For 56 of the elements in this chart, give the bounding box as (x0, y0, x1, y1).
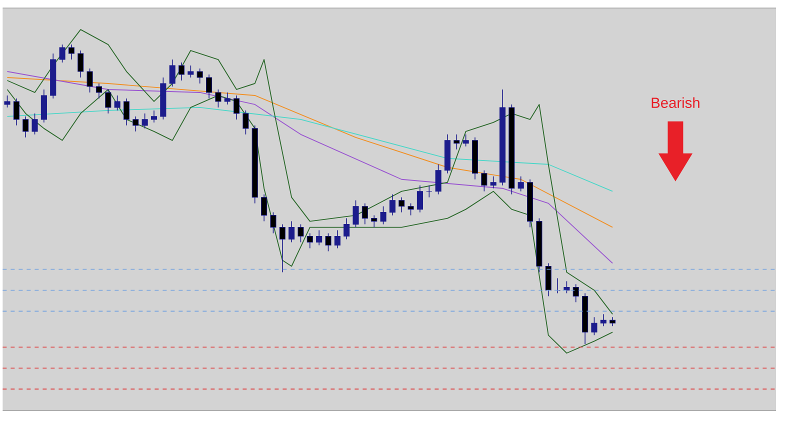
candlestick (564, 281, 570, 294)
candlestick (380, 206, 386, 225)
candlestick (270, 212, 276, 234)
candlestick (261, 194, 268, 222)
candlestick (398, 197, 405, 213)
candlestick (279, 224, 286, 273)
candlestick (68, 44, 74, 60)
candlestick (408, 203, 414, 216)
candlestick (325, 233, 332, 252)
candlestick (591, 316, 598, 336)
candlestick (78, 50, 84, 78)
candlestick (215, 89, 222, 108)
candlestick (4, 95, 10, 108)
candlestick (114, 95, 120, 112)
candlestick (150, 110, 158, 124)
candlestick (206, 74, 212, 100)
candlestick (481, 170, 488, 192)
candlestick (416, 185, 423, 213)
candlestick (462, 134, 469, 147)
candlestick (435, 164, 442, 195)
candlestick (600, 314, 606, 327)
candlestick (86, 68, 93, 94)
text: Bearish (652, 97, 700, 108)
candlestick (352, 200, 359, 228)
candlestick (371, 215, 378, 228)
candlestick (234, 95, 240, 120)
candlestick (224, 92, 230, 106)
candlestick (96, 83, 102, 100)
candlestick (334, 230, 340, 249)
candlestick (288, 221, 295, 243)
candlestick (242, 110, 249, 135)
candlestick (105, 89, 112, 114)
candlestick (59, 44, 66, 64)
candlestick (132, 116, 139, 132)
candlestick (545, 263, 552, 297)
candlestick (389, 194, 396, 216)
candlestick (518, 176, 524, 192)
candlestick (32, 113, 38, 135)
candlestick (123, 98, 130, 126)
candlestick (40, 89, 47, 124)
candlestick (426, 185, 432, 198)
candlestick (306, 233, 313, 249)
candlestick (454, 134, 460, 150)
candlestick (344, 218, 350, 240)
candlestick (298, 224, 304, 243)
candlestick (22, 116, 29, 138)
candlestick (142, 113, 148, 130)
candlestick (178, 62, 185, 82)
candlestick (169, 59, 176, 88)
candlestick (316, 230, 322, 246)
candlestick (362, 203, 368, 225)
candlestick (572, 284, 579, 303)
candlestick (490, 176, 496, 189)
candlestick (188, 65, 194, 78)
candlestick (196, 68, 203, 84)
candlestick (13, 98, 20, 126)
